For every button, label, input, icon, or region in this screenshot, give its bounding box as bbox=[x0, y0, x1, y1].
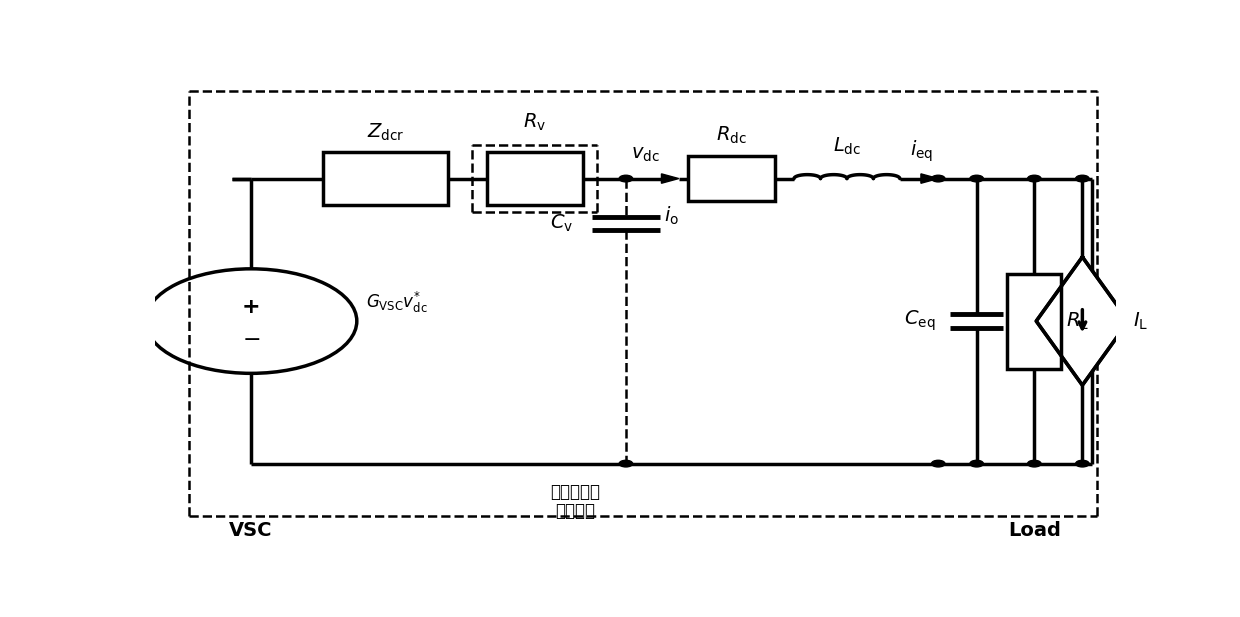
Circle shape bbox=[931, 175, 945, 182]
Circle shape bbox=[1028, 175, 1042, 182]
FancyBboxPatch shape bbox=[1007, 273, 1061, 368]
Text: $v_{\mathrm{dc}}$: $v_{\mathrm{dc}}$ bbox=[631, 146, 660, 164]
FancyBboxPatch shape bbox=[486, 152, 583, 205]
Text: 虚拟阻容性: 虚拟阻容性 bbox=[551, 483, 600, 501]
Circle shape bbox=[970, 175, 983, 182]
Circle shape bbox=[619, 175, 632, 182]
Polygon shape bbox=[1037, 257, 1128, 385]
Circle shape bbox=[931, 460, 945, 467]
FancyBboxPatch shape bbox=[688, 155, 775, 201]
Text: $C_{\mathrm{v}}$: $C_{\mathrm{v}}$ bbox=[549, 213, 573, 234]
Text: VSC: VSC bbox=[229, 521, 273, 540]
Circle shape bbox=[970, 460, 983, 467]
Text: $R_{\mathrm{v}}$: $R_{\mathrm{v}}$ bbox=[523, 112, 546, 133]
Text: $i_{\mathrm{eq}}$: $i_{\mathrm{eq}}$ bbox=[910, 139, 934, 164]
Text: $G_{\mathrm{VSC}}v_{\mathrm{dc}}^{*}$: $G_{\mathrm{VSC}}v_{\mathrm{dc}}^{*}$ bbox=[367, 289, 428, 315]
Text: +: + bbox=[242, 297, 260, 317]
Text: Load: Load bbox=[1008, 521, 1060, 540]
Text: $Z_{\mathrm{dcr}}$: $Z_{\mathrm{dcr}}$ bbox=[367, 122, 404, 143]
Polygon shape bbox=[661, 174, 678, 183]
Text: $I_{\mathrm{L}}$: $I_{\mathrm{L}}$ bbox=[1133, 310, 1148, 332]
FancyBboxPatch shape bbox=[324, 152, 448, 205]
Text: 阻抗控制: 阻抗控制 bbox=[556, 502, 595, 520]
Text: $-$: $-$ bbox=[242, 328, 260, 348]
Circle shape bbox=[1075, 460, 1089, 467]
Polygon shape bbox=[921, 174, 939, 183]
Text: $i_{\mathrm{o}}$: $i_{\mathrm{o}}$ bbox=[665, 205, 680, 227]
Circle shape bbox=[1028, 460, 1042, 467]
Text: $C_{\mathrm{eq}}$: $C_{\mathrm{eq}}$ bbox=[904, 309, 936, 333]
Text: $R_{\mathrm{dc}}$: $R_{\mathrm{dc}}$ bbox=[717, 125, 746, 146]
Circle shape bbox=[1075, 175, 1089, 182]
Circle shape bbox=[619, 460, 632, 467]
Text: $L_{\mathrm{dc}}$: $L_{\mathrm{dc}}$ bbox=[833, 136, 861, 157]
Text: $R_{\mathrm{L}}$: $R_{\mathrm{L}}$ bbox=[1066, 310, 1089, 332]
